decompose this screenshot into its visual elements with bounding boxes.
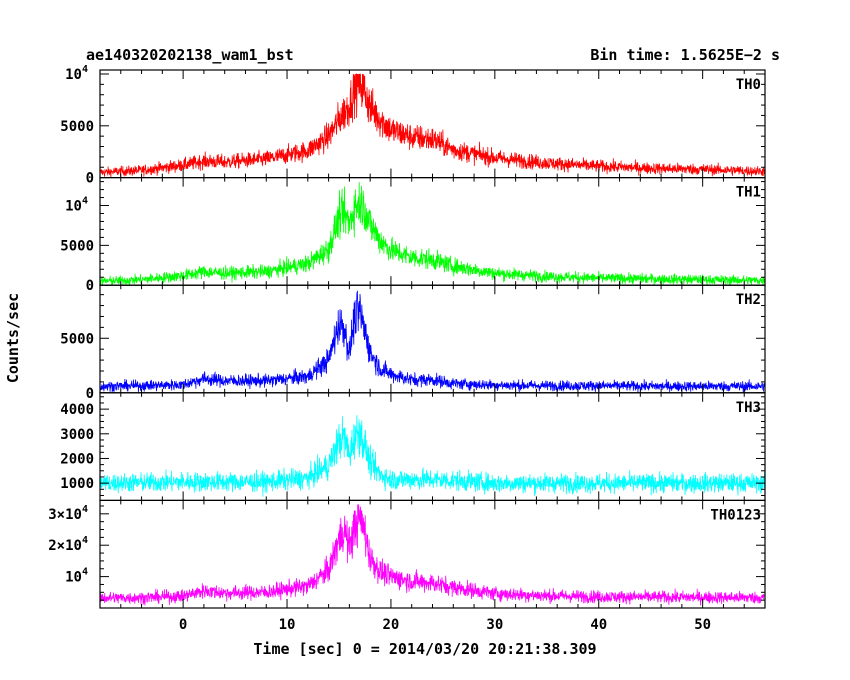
panel-label: TH3 <box>736 400 761 416</box>
y-axis-label: Counts/sec <box>4 293 22 383</box>
y-tick-exponent: 4 <box>82 535 88 546</box>
series-line-th0 <box>100 73 765 178</box>
x-tick-label: 20 <box>383 617 400 633</box>
y-tick-label: 0 <box>86 278 94 294</box>
y-tick-label: 0 <box>86 171 94 187</box>
y-tick-exponent: 4 <box>82 504 88 515</box>
series-line-th0123 <box>100 504 765 606</box>
x-tick-label: 30 <box>486 617 503 633</box>
y-tick-exponent: 4 <box>82 567 88 578</box>
x-tick-label: 10 <box>279 617 296 633</box>
panels: 0 5000 104 TH0 0 5000 104 TH1 0 5000 TH2 1000 2000 30… <box>48 64 766 609</box>
y-tick-exponent: 4 <box>82 196 88 207</box>
chart-title-left: ae140320202138_wam1_bst <box>86 46 294 64</box>
panel-label: TH0123 <box>710 507 761 523</box>
panel-th0123: 104 2×104 3×104 TH0123 <box>48 499 766 609</box>
panel-label: TH2 <box>736 292 761 308</box>
panel-frame <box>99 284 766 394</box>
y-tick-label: 104 <box>65 64 88 83</box>
y-tick-exponent: 4 <box>82 64 88 75</box>
series-line-th3 <box>100 415 765 497</box>
y-tick-label: 1000 <box>60 476 94 492</box>
y-tick-label: 5000 <box>60 331 94 347</box>
x-tick-label: 40 <box>590 617 607 633</box>
x-axis-label: Time [sec] 0 = 2014/03/20 20:21:38.309 <box>253 640 596 658</box>
y-tick-label: 3×104 <box>48 504 88 523</box>
panel-label: TH1 <box>736 185 761 201</box>
chart-title-right: Bin time: 1.5625E−2 s <box>590 46 780 64</box>
y-tick-label: 104 <box>65 196 88 215</box>
series-line-th2 <box>100 290 765 393</box>
panel-th3: 1000 2000 3000 4000 TH3 <box>60 392 766 501</box>
series-line-th1 <box>100 182 765 286</box>
y-tick-label: 5000 <box>60 238 94 254</box>
x-tick-labels: 0 10 20 30 40 50 <box>179 617 711 633</box>
y-tick-label: 4000 <box>60 402 94 418</box>
panel-th1: 0 5000 104 TH1 <box>60 177 766 294</box>
y-tick-label: 3000 <box>60 427 94 443</box>
x-tick-label: 50 <box>694 617 711 633</box>
panel-th0: 0 5000 104 TH0 <box>60 64 766 187</box>
x-tick-label: 0 <box>179 617 187 633</box>
y-tick-label: 2000 <box>60 451 94 467</box>
y-tick-label: 2×104 <box>48 535 88 554</box>
y-tick-label: 104 <box>65 567 88 586</box>
panel-label: TH0 <box>736 77 761 93</box>
panel-th2: 0 5000 TH2 <box>60 284 766 402</box>
y-tick-label: 0 <box>86 386 94 402</box>
y-tick-label: 5000 <box>60 119 94 135</box>
